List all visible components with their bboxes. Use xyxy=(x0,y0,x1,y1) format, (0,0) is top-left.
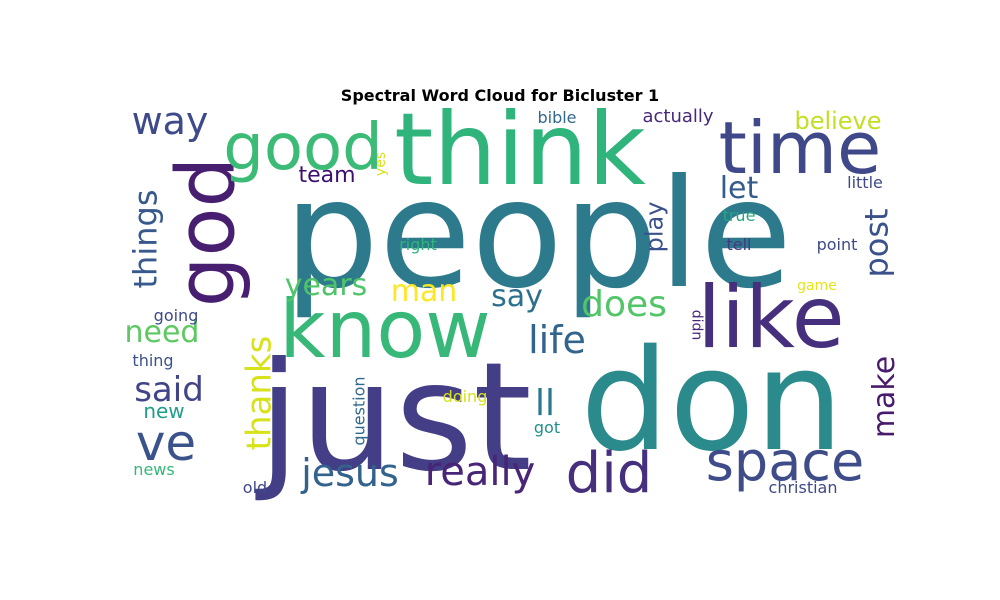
word-make: make xyxy=(866,355,902,439)
word-got: got xyxy=(533,418,561,437)
word-does: does xyxy=(581,284,667,325)
word-actually: actually xyxy=(642,106,714,127)
word-need: need xyxy=(124,315,200,350)
word-team: team xyxy=(298,163,356,188)
word-really: really xyxy=(424,449,536,495)
word-life: life xyxy=(528,318,586,362)
word-just: just xyxy=(258,331,532,505)
word-true: true xyxy=(722,206,756,225)
word-ve: ve xyxy=(135,414,197,472)
word-let: let xyxy=(719,171,759,206)
word-things: things xyxy=(125,189,164,289)
word-post: post xyxy=(857,208,896,278)
word-time: time xyxy=(718,106,882,190)
word-like: like xyxy=(697,268,845,368)
word-thanks: thanks xyxy=(238,335,279,451)
word-believe: believe xyxy=(794,107,882,135)
word-good: good xyxy=(223,111,383,185)
word-tell: tell xyxy=(726,235,752,254)
word-news: news xyxy=(133,460,175,479)
word-way: way xyxy=(131,99,209,143)
word-don: don xyxy=(580,320,844,483)
word-didn: didn xyxy=(687,309,704,341)
word-game: game xyxy=(797,278,837,294)
word-space: space xyxy=(705,430,865,493)
word-did: did xyxy=(565,441,653,506)
word-going: going xyxy=(153,306,199,325)
word-bible: bible xyxy=(537,108,577,127)
word-new: new xyxy=(143,399,185,423)
word-question: question xyxy=(350,376,369,446)
word-play: play xyxy=(640,201,668,253)
word-years: years xyxy=(284,268,368,303)
word-think: think xyxy=(394,91,646,208)
word-thing: thing xyxy=(132,351,174,370)
word-right: right xyxy=(399,235,437,254)
word-people: people xyxy=(283,148,793,322)
word-old: old xyxy=(242,478,268,497)
word-christian: christian xyxy=(768,478,838,497)
word-yes: yes xyxy=(372,151,389,177)
word-little: little xyxy=(847,173,883,192)
word-jesus: jesus xyxy=(301,451,399,495)
word-said: said xyxy=(134,370,204,410)
word-know: know xyxy=(279,283,491,376)
chart-title: Spectral Word Cloud for Bicluster 1 xyxy=(340,86,660,105)
word-man: man xyxy=(390,274,458,309)
word-point: point xyxy=(816,235,858,254)
word-doing: doing xyxy=(442,387,488,406)
word-say: say xyxy=(491,279,543,314)
word-ll: ll xyxy=(534,383,555,424)
